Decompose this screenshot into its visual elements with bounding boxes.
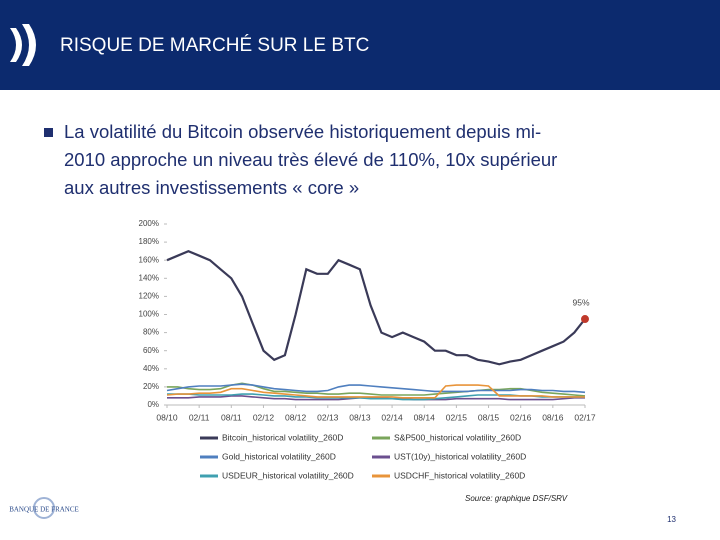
x-tick-label: 08/14 [414, 412, 436, 422]
logo: BANQUE DE FRANCE [9, 497, 79, 519]
x-tick-label: 08/16 [542, 412, 564, 422]
x-tick-label: 02/15 [446, 412, 468, 422]
data-label: 95% [572, 297, 589, 307]
legend-label: USDEUR_historical volatility_260D [222, 470, 354, 480]
header-chevrons [10, 24, 36, 66]
series-line [166, 384, 585, 399]
logo-emblem [33, 497, 55, 519]
x-tick-label: 02/16 [510, 412, 532, 422]
x-tick-label: 08/13 [349, 412, 371, 422]
header-title: RISQUE DE MARCHÉ SUR LE BTC [60, 35, 369, 56]
y-tick-label: 160% [139, 255, 159, 264]
x-tick-label: 02/17 [574, 412, 596, 422]
x-tick-label: 02/13 [317, 412, 339, 422]
legend-label: S&P500_historical volatility_260D [394, 432, 521, 442]
legend-label: Gold_historical volatility_260D [222, 451, 336, 461]
bullet-marker [44, 128, 53, 137]
x-tick-label: 08/12 [285, 412, 307, 422]
x-tick-label: 02/12 [253, 412, 275, 422]
y-tick-label: 60% [143, 346, 159, 355]
series-line [167, 395, 585, 401]
x-tick-label: 02/14 [381, 412, 403, 422]
x-tick-label: 02/11 [189, 412, 210, 422]
source-note: Source: graphique DSF/SRV [465, 494, 568, 503]
legend-label: UST(10y)_historical volatility_260D [394, 451, 526, 461]
y-tick-label: 200% [139, 219, 159, 228]
bullet-line: aux autres investissements « core » [64, 177, 359, 198]
chart: 0% 20% 40% 60% 80% 100% 120% 140% 160% 180% 200% 08… [139, 219, 596, 480]
y-tick-label: 140% [139, 273, 159, 282]
highlight-point [581, 315, 589, 324]
bullet-line: 2010 approche un niveau très élevé de 11… [64, 149, 557, 170]
x-tick-label: 08/11 [221, 412, 242, 422]
legend-label: USDCHF_historical volatility_260D [394, 470, 525, 480]
y-tick-label: 100% [139, 310, 159, 319]
y-tick-label: 40% [143, 364, 159, 373]
series-line [166, 250, 586, 366]
page-number: 13 [667, 515, 676, 524]
logo-text: BANQUE DE FRANCE [9, 506, 79, 514]
x-tick-label: 08/15 [478, 412, 500, 422]
bullet-line: La volatilité du Bitcoin observée histor… [64, 121, 541, 142]
series-line [166, 383, 586, 394]
y-tick-label: 180% [139, 237, 159, 246]
y-tick-label: 80% [143, 328, 159, 337]
header-band [0, 0, 720, 90]
y-tick-label: 120% [139, 292, 159, 301]
y-tick-label: 20% [143, 382, 159, 391]
x-tick-label: 08/10 [156, 412, 178, 422]
legend-label: Bitcoin_historical volatility_260D [222, 432, 343, 442]
y-tick-label: 0% [147, 400, 159, 409]
